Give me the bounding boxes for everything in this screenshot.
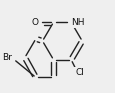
Text: Br: Br xyxy=(2,53,12,62)
Text: Cl: Cl xyxy=(75,68,84,77)
Text: NH: NH xyxy=(71,18,84,27)
Text: O: O xyxy=(31,18,38,27)
